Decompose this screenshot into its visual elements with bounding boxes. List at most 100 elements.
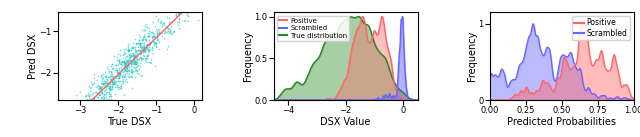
Point [134,39,145,41]
Point [88,97,99,99]
Point [124,49,134,51]
Point [93,96,103,98]
Point [99,97,109,99]
Point [118,61,128,63]
Point [89,103,99,106]
Point [93,109,103,112]
Point [165,30,175,32]
Point [108,67,118,69]
Point [120,56,131,59]
Point [127,72,138,74]
Point [108,74,118,77]
Point [119,53,129,55]
Point [148,33,159,36]
Point [84,95,95,97]
Point [127,71,137,73]
Point [124,63,134,65]
Point [115,61,125,63]
Point [138,48,148,50]
Point [124,66,134,68]
Point [97,95,108,97]
Point [130,60,140,62]
Point [97,82,108,84]
Point [120,63,131,65]
Point [127,66,138,68]
Point [77,113,88,115]
Point [128,70,138,72]
Point [96,90,106,92]
Point [106,87,116,90]
Point [80,101,90,103]
Point [138,36,148,38]
Point [147,35,157,38]
Point [96,82,106,84]
Point [134,44,145,46]
Point [135,62,145,64]
Point [124,64,134,66]
Point [131,62,141,64]
Point [116,83,126,85]
Point [114,69,124,71]
Point [81,111,91,113]
Point [106,79,116,81]
Point [99,100,109,103]
Point [141,49,151,52]
Point [145,42,155,44]
Point [132,72,142,74]
Point [65,116,76,118]
Point [148,52,159,54]
Point [92,86,102,88]
Point [131,68,141,71]
Point [126,59,136,62]
Point [145,42,155,44]
Point [147,48,157,51]
Point [116,61,127,63]
Point [121,78,131,80]
Point [140,47,150,50]
Point [124,69,134,71]
Point [93,92,104,95]
Point [173,13,183,15]
Point [109,81,119,83]
Point [63,122,73,125]
Point [106,81,116,83]
X-axis label: DSX Value: DSX Value [321,117,371,127]
Point [115,54,125,56]
Point [127,46,138,49]
Point [174,21,184,24]
Point [139,29,149,31]
Point [98,83,108,85]
Point [105,88,115,90]
Point [131,65,141,67]
Point [141,38,151,40]
Point [112,75,122,77]
Point [130,60,140,62]
Point [99,96,109,98]
Point [106,78,116,80]
Point [125,56,135,58]
Point [132,52,143,54]
X-axis label: True DSX: True DSX [108,117,152,127]
Point [122,67,132,69]
Point [123,43,133,45]
Point [174,16,184,19]
Point [153,39,163,41]
Point [121,55,131,57]
Point [79,100,90,103]
Point [87,104,97,106]
Point [118,65,129,68]
Point [108,75,118,77]
Point [159,24,170,26]
Point [123,74,133,77]
Point [154,29,164,31]
Point [114,62,124,64]
Point [104,82,114,84]
Point [141,40,152,42]
Point [134,49,145,51]
Point [90,91,100,93]
Point [122,58,132,61]
Point [81,106,91,108]
Point [84,97,94,99]
Point [136,52,147,54]
Point [152,36,162,38]
